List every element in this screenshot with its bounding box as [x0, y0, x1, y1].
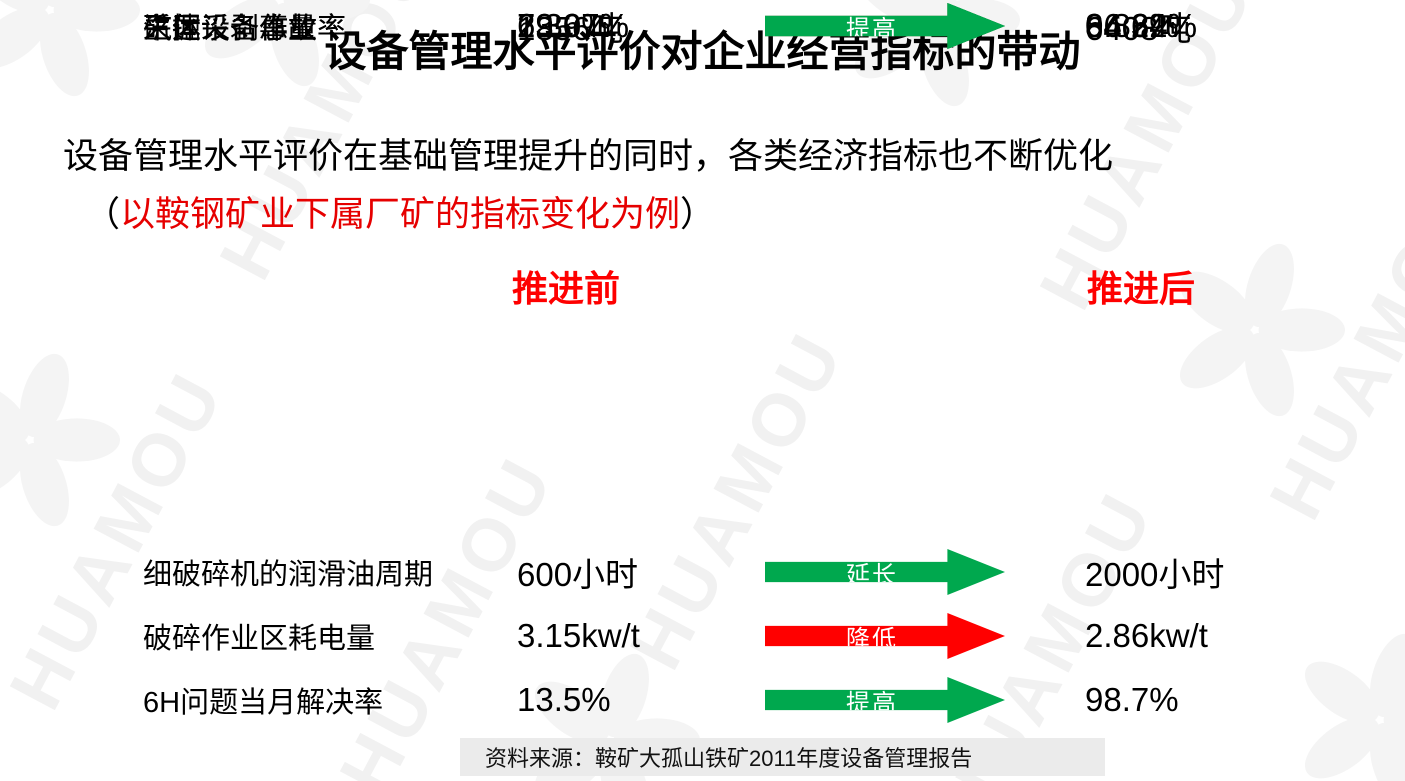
row-after-value: 86.62%: [1085, 7, 1197, 44]
down-arrow-icon: 降低: [765, 613, 1005, 659]
row-label: 6H问题当月解决率: [143, 687, 384, 719]
column-header-after: 推进后: [1087, 268, 1196, 309]
row-before-value: 2.36%: [517, 7, 611, 44]
huamou-flower-icon: [0, 353, 120, 527]
row-before-value: 3.15kw/t: [517, 617, 640, 654]
column-header-before: 推进前: [512, 268, 621, 309]
arrow-label: 提高: [846, 15, 898, 43]
row-before-value: 79.97%: [517, 7, 629, 44]
arrow-label: 提高: [846, 689, 898, 717]
subtitle-line1: 设备管理水平评价在基础管理提升的同时，各类经济指标也不断优化: [63, 137, 1114, 176]
arrow-label: 降低: [846, 625, 898, 653]
table-row: 细破碎机的润滑油周期 600小时 延长 2000小时: [0, 546, 1405, 598]
row-label: 破碎作业区耗电量: [143, 623, 376, 655]
table-row: 破碎作业区耗电量 3.15kw/t 降低 2.86kw/t: [0, 610, 1405, 662]
row-label: 汽运设备作业率: [143, 13, 347, 45]
row-before-value: 600小时: [517, 556, 639, 593]
arrow-label: 延长: [846, 561, 898, 589]
row-after-value: 2000小时: [1085, 556, 1225, 593]
table-row: 汽运设备作业率 63.07% 提高 64.34%: [0, 0, 1405, 52]
row-before-value: 1856吨: [517, 10, 624, 47]
source-bar: 资料来源：鞍矿大孤山铁矿2011年度设备管理报告: [460, 738, 1105, 776]
subtitle: 设备管理水平评价在基础管理提升的同时，各类经济指标也不断优化 （以鞍钢矿业下属厂…: [63, 128, 1113, 244]
row-after-value: 2.86kw/t: [1085, 617, 1208, 654]
subtitle-line2: （以鞍钢矿业下属厂矿的指标变化为例）: [63, 186, 1113, 244]
row-after-value: 64.34%: [1085, 7, 1197, 44]
up-arrow-icon: 延长: [765, 549, 1005, 595]
row-after-value: 0.82%: [1085, 7, 1179, 44]
row-after-value: 6408吨: [1085, 10, 1192, 47]
watermark-text: HUAMOU: [0, 357, 240, 722]
source-text: 资料来源：鞍矿大孤山铁矿2011年度设备管理报告: [485, 746, 973, 771]
watermark-text: HUAMOU: [1253, 167, 1405, 532]
row-before-value: 63.07%: [517, 7, 629, 44]
row-before-value: 13.5%: [517, 681, 611, 718]
paren-open: （: [85, 195, 121, 234]
row-label: 细破碎机的润滑油周期: [143, 559, 434, 591]
up-arrow-icon: 提高: [765, 677, 1005, 723]
table-row: 6H问题当月解决率 13.5% 提高 98.7%: [0, 674, 1405, 726]
row-after-value: 98.7%: [1085, 681, 1179, 718]
up-arrow-icon: 提高: [765, 3, 1005, 49]
paren-close: ）: [680, 195, 716, 234]
subtitle-highlight: 以鞍钢矿业下属厂矿的指标变化为例: [120, 195, 681, 234]
